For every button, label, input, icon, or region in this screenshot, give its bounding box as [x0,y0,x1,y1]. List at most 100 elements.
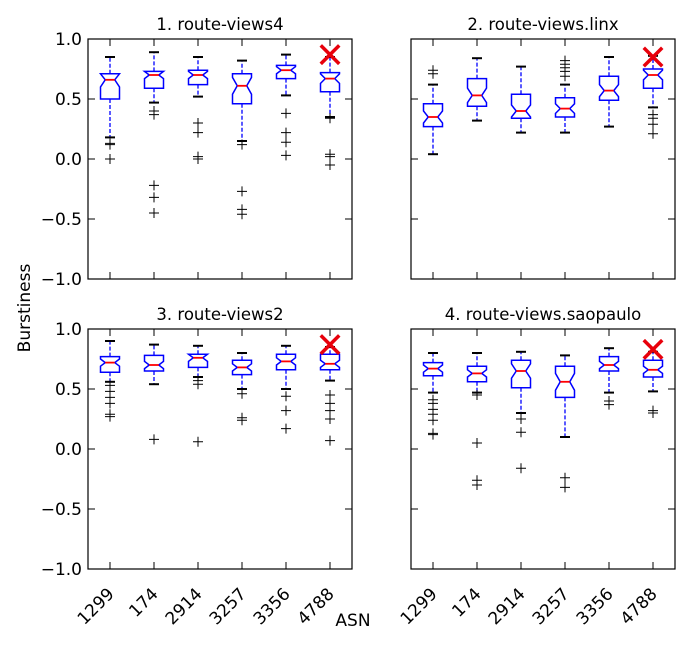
y-tick-label: 0.5 [55,90,82,110]
box-174 [466,57,488,122]
flier-point [105,139,115,150]
panel-2: 2. route-views.linx [410,15,676,280]
box-174 [142,51,166,218]
flier-point [193,154,203,164]
box-body [598,355,620,372]
x-tick-label: 1299 [397,584,442,629]
flier-point [648,128,658,139]
y-axis-label: Burstiness [15,264,35,353]
flier-point [648,408,658,418]
plot-frame [87,38,353,280]
y-tick-label: 0.0 [55,150,82,170]
flier-point [237,388,247,399]
box-3257 [231,59,253,220]
y-tick-label: −0.5 [41,500,82,520]
flier-point [648,119,658,130]
x-tick-label: 3257 [206,584,251,629]
x-tick-label: 1299 [74,584,119,629]
box-1299 [422,65,444,156]
box-3257 [554,55,576,134]
flier-point [325,414,335,424]
box-body [231,73,253,105]
box-174 [143,343,165,445]
box-1299 [422,352,444,440]
box-4788 [642,350,664,418]
flier-point [281,405,291,416]
box-2914 [187,56,209,164]
x-tick-label: 174 [448,584,485,621]
marker-x-icon [319,44,341,66]
flier-point [325,113,335,124]
box-4788 [642,54,664,139]
flier-point [472,480,482,490]
box-body [319,71,341,93]
box-body [142,70,166,89]
flier-point [149,434,159,445]
y-tick-label: 1.0 [55,30,82,50]
flier-point [193,127,203,138]
box-body [99,355,121,373]
x-tick-label: 3356 [250,584,295,629]
flier-point [149,192,159,203]
box-body [510,359,532,389]
box-174 [466,352,488,490]
box-body [143,354,165,372]
flier-point [105,154,115,164]
flier-point [281,137,291,148]
box-body [510,93,532,119]
box-2914 [510,65,532,134]
flier-point [325,151,335,162]
box-3356 [598,56,620,128]
box-1299 [99,340,121,422]
x-tick-label: 4788 [294,584,339,629]
box-body [642,68,664,89]
flier-point [516,414,526,424]
y-tick-label: −1.0 [41,560,82,580]
plot-frame [410,328,676,570]
flier-point [237,186,247,197]
flier-point [325,390,335,400]
y-tick-label: 1.0 [55,320,82,340]
panel-3: 3. route-views2 1.0 0.5 0.0 −0.5 −1.0 1299 174 2… [41,305,353,629]
y-tick-label: −1.0 [41,270,82,290]
box-3257 [554,354,576,493]
panel-title: 3. route-views2 [156,305,283,324]
panel-1: 1. route-views4 1.0 0.5 0.0 −0.5 −1.0 [41,15,353,290]
x-tick-label: 2914 [162,584,207,629]
y-tick-label: 0.0 [55,440,82,460]
box-body [187,69,209,86]
flier-point [560,71,570,82]
box-body [554,97,576,118]
box-body [598,75,620,101]
flier-point [560,482,570,493]
flier-point [428,429,438,440]
flier-point [428,68,438,79]
flier-point [281,423,291,434]
flier-point [237,209,247,220]
flier-point [193,436,203,447]
flier-point [472,390,482,400]
x-tick-label: 3257 [529,584,574,629]
flier-point [325,405,335,416]
box-3356 [275,53,297,161]
flier-point [516,427,526,438]
x-tick-label: 4788 [617,584,662,629]
flier-point [281,150,291,161]
flier-point [149,109,159,120]
panel-title: 1. route-views4 [156,15,283,34]
flier-point [516,463,526,474]
flier-point [237,415,247,426]
flier-point [560,472,570,483]
panel-title: 2. route-views.linx [467,15,619,34]
flier-point [325,435,335,446]
y-tick-label: 0.5 [55,380,82,400]
box-body [186,353,210,369]
panel-title: 4. route-views.saopaulo [445,305,641,324]
flier-point [472,438,482,448]
flier-point [105,398,115,409]
marker-x-icon [642,338,664,360]
box-3356 [275,344,297,434]
flier-point [281,108,291,119]
x-tick-label: 3356 [573,584,618,629]
